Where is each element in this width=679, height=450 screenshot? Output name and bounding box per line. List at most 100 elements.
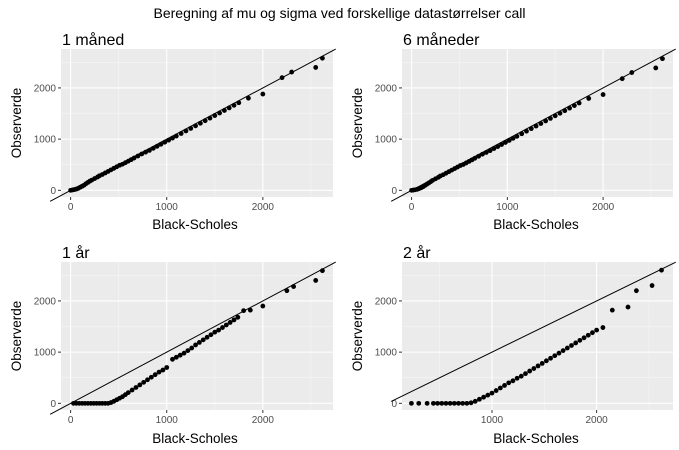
data-point <box>320 268 325 274</box>
data-point <box>649 283 655 288</box>
data-point <box>141 379 147 385</box>
data-point <box>481 394 487 400</box>
data-point <box>543 358 549 364</box>
panel-title: 1 år <box>62 244 90 262</box>
data-point <box>531 366 537 371</box>
data-point <box>514 133 520 139</box>
data-point <box>468 400 474 406</box>
data-point <box>560 348 566 353</box>
data-point <box>562 108 568 114</box>
y-axis-label: Observerde <box>350 301 365 372</box>
data-point <box>145 377 150 383</box>
y-tick-label: 1000 <box>34 135 57 146</box>
data-point <box>586 96 592 101</box>
data-point <box>409 400 414 406</box>
data-point <box>480 151 485 157</box>
data-point <box>424 400 430 406</box>
data-point <box>313 278 319 283</box>
data-point <box>137 382 143 388</box>
reference-line <box>390 261 676 402</box>
data-point <box>416 400 422 406</box>
data-point <box>510 378 516 384</box>
data-point <box>653 65 659 71</box>
y-tick-label: 1000 <box>375 348 398 359</box>
data-point <box>564 345 570 351</box>
x-axis-label: Black-Scholes <box>152 217 238 232</box>
data-point <box>236 100 242 106</box>
data-point <box>609 307 615 313</box>
data-point <box>538 121 544 126</box>
panel-title: 1 måned <box>62 31 124 49</box>
data-point <box>477 396 482 402</box>
data-point <box>188 125 194 131</box>
data-point <box>189 345 195 351</box>
data-point <box>594 327 600 333</box>
data-point <box>585 332 591 338</box>
data-point <box>185 348 191 353</box>
data-point <box>164 365 170 370</box>
data-point <box>600 325 606 330</box>
x-axis-label: Black-Scholes <box>493 431 579 446</box>
x-tick-label: 0 <box>68 415 74 426</box>
data-point <box>472 155 478 161</box>
y-tick-label: 0 <box>391 186 397 197</box>
points <box>68 55 325 193</box>
data-point <box>131 155 137 161</box>
data-point <box>489 390 495 396</box>
y-tick-label: 1000 <box>375 135 398 146</box>
data-point <box>567 105 572 111</box>
y-tick-label: 0 <box>391 399 397 410</box>
data-point <box>170 356 175 362</box>
data-point <box>139 151 145 157</box>
data-point <box>527 368 533 374</box>
data-point <box>660 56 665 62</box>
data-point <box>227 320 233 325</box>
x-tick-label: 0 <box>409 202 415 213</box>
panel-2: 0 1000 2000 0 1000 2000 6 måneder Black-Scholes… <box>350 31 676 232</box>
data-point <box>439 400 445 406</box>
data-point <box>435 400 440 406</box>
panel-title: 6 måneder <box>403 31 480 49</box>
reference-line <box>49 261 336 415</box>
data-point <box>220 325 225 330</box>
panel-4: 1000 2000 0 1000 2000 2 år Black-Scholes Observ… <box>350 244 676 446</box>
data-point <box>510 135 516 141</box>
data-point <box>519 131 525 137</box>
panel-1: 0 1000 2000 0 1000 2000 1 måned Black-Scholes Ob… <box>9 31 336 232</box>
data-point <box>581 335 587 341</box>
data-point <box>207 115 213 121</box>
data-point <box>147 147 152 153</box>
data-point <box>460 400 466 406</box>
data-point <box>506 380 512 386</box>
data-point <box>659 267 664 273</box>
data-point <box>600 92 606 97</box>
data-point <box>208 332 214 338</box>
data-point <box>523 371 528 377</box>
data-point <box>291 284 296 289</box>
panel-title: 2 år <box>403 244 431 262</box>
data-point <box>535 363 541 369</box>
y-tick-label: 2000 <box>34 296 57 307</box>
y-tick-label: 2000 <box>375 83 398 94</box>
x-tick-label: 2000 <box>252 202 275 213</box>
y-tick-label: 0 <box>50 399 56 410</box>
data-point <box>216 327 222 333</box>
data-point <box>166 137 172 143</box>
data-point <box>491 146 497 152</box>
data-point <box>524 128 529 134</box>
data-point <box>577 337 583 343</box>
x-tick-label: 1000 <box>156 415 179 426</box>
data-point <box>556 350 562 356</box>
data-point <box>148 374 154 380</box>
y-tick-label: 0 <box>50 186 56 197</box>
data-point <box>483 150 489 155</box>
data-point <box>552 113 558 119</box>
data-point <box>173 354 179 360</box>
panel-3: 0 1000 2000 0 1000 2000 1 år Black-Scholes Obser… <box>9 244 336 446</box>
data-point <box>569 343 574 348</box>
data-point <box>202 118 208 124</box>
data-point <box>633 288 639 294</box>
data-point <box>313 65 319 70</box>
y-axis-label: Observerde <box>9 88 24 159</box>
